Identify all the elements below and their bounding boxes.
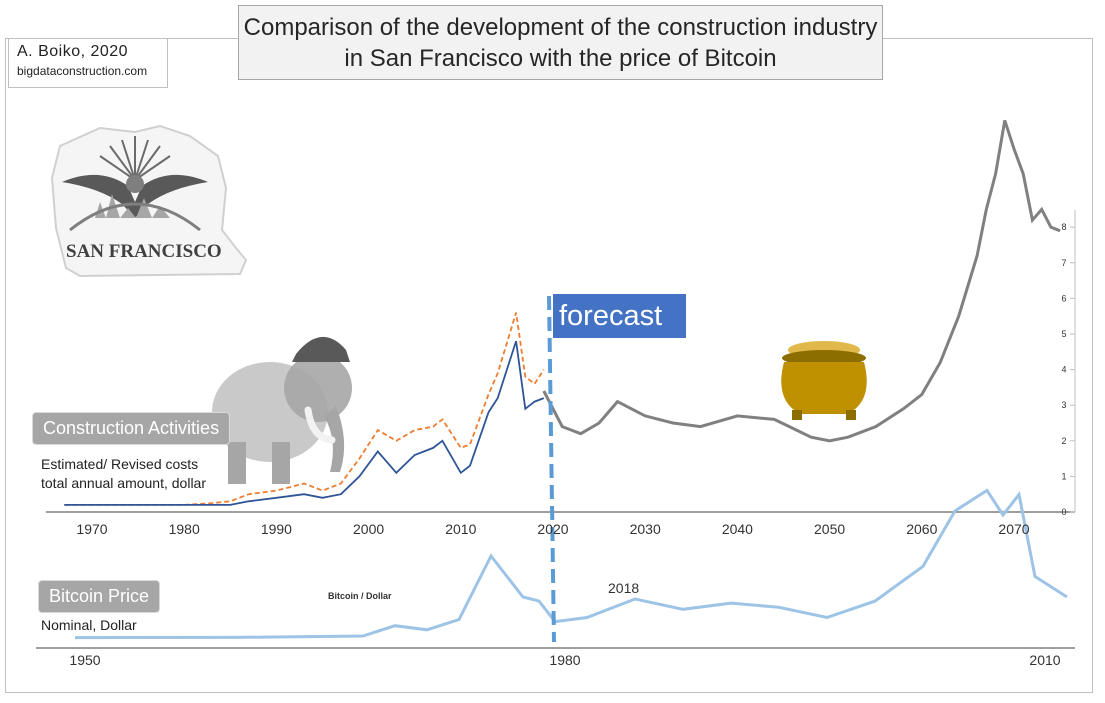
bottom-x-tick-label: 1950 [69, 652, 100, 668]
bitcoin-caption: Nominal, Dollar [41, 617, 137, 633]
construction-caption-line1: Estimated/ Revised costs [41, 456, 199, 472]
right-y-tick-label: 3 [1061, 400, 1066, 410]
san-francisco-logo: SAN FRANCISCO [50, 124, 248, 278]
logo-text: SAN FRANCISCO [66, 241, 222, 262]
eagle-icon [62, 136, 208, 232]
author-name: A. Boiko, 2020 [17, 43, 129, 60]
top-x-tick-label: 1970 [76, 521, 107, 537]
top-x-tick-label: 1980 [169, 521, 200, 537]
top-x-tick-label: 2060 [906, 521, 937, 537]
author-box: A. Boiko, 2020 bigdataconstruction.com [8, 38, 168, 88]
construction-caption-line2: total annual amount, dollar [41, 475, 206, 491]
right-y-tick-label: 1 [1061, 471, 1066, 481]
series-bitcoin-line [74, 488, 1068, 640]
top-x-tick-label: 2050 [814, 521, 845, 537]
right-y-tick-label: 4 [1061, 365, 1066, 375]
chart-title: Comparison of the development of the con… [238, 5, 883, 80]
pot-of-gold-icon [781, 341, 867, 420]
bottom-x-tick-label: 1980 [549, 652, 580, 668]
hard-hat-icon [292, 336, 350, 362]
top-x-tick-label: 2000 [353, 521, 384, 537]
bottom-x-tick-label: 2010 [1029, 652, 1060, 668]
bitcoin-inner-label: Bitcoin / Dollar [328, 591, 392, 601]
right-y-tick-label: 0 [1061, 507, 1066, 517]
top-x-tick-label: 2070 [998, 521, 1029, 537]
author-site: bigdataconstruction.com [17, 64, 148, 78]
top-x-tick-label: 1990 [261, 521, 292, 537]
forecast-label: forecast [553, 294, 686, 338]
mammoth-illustration [212, 336, 352, 484]
annotation-2018: 2018 [608, 580, 639, 596]
series-revised-line [64, 340, 545, 506]
construction-caption: Estimated/ Revised costs total annual am… [41, 455, 206, 493]
forecast-divider-line [547, 295, 556, 643]
top-x-tick-label: 2030 [630, 521, 661, 537]
badge-bitcoin-price: Bitcoin Price [38, 580, 161, 613]
top-x-tick-label: 2010 [445, 521, 476, 537]
top-x-tick-label: 2020 [537, 521, 568, 537]
badge-construction-activities: Construction Activities [32, 412, 231, 445]
series-estimated-line [64, 312, 545, 506]
series-forecast-line [542, 119, 1061, 443]
top-x-tick-label: 2040 [722, 521, 753, 537]
right-y-tick-label: 2 [1061, 436, 1066, 446]
right-y-tick-label: 8 [1061, 222, 1066, 232]
right-y-tick-label: 7 [1061, 258, 1066, 268]
right-y-tick-label: 5 [1061, 329, 1066, 339]
right-y-tick-label: 6 [1061, 293, 1066, 303]
